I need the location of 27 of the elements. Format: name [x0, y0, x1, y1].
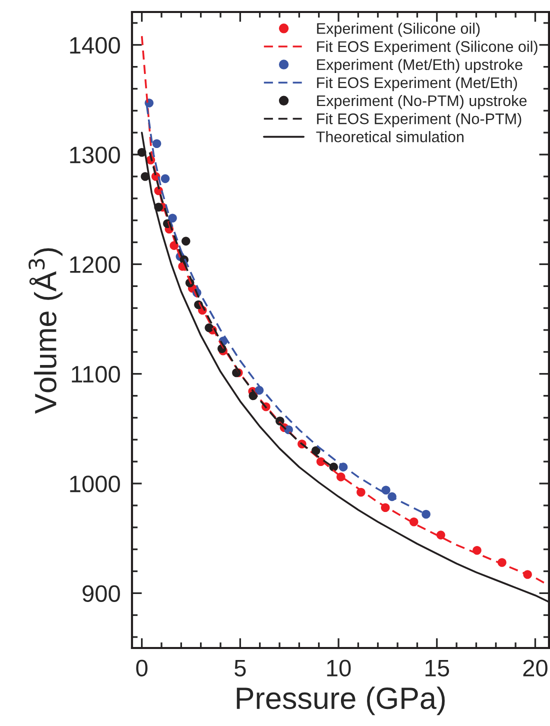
x-tick-label: 10	[327, 660, 351, 676]
legend-label: Experiment (Met/Eth) upstroke	[317, 58, 522, 74]
y-axis-title: Volume (Å$^{3}$)	[28, 248, 62, 414]
y-tick-label: 1200	[70, 256, 120, 273]
legend-label: Fit EOS Experiment (Met/Eth)	[317, 76, 517, 92]
y-tick-label: 1400	[70, 36, 120, 54]
legend-label: Fit EOS Experiment (Silicone oil)	[317, 40, 538, 55]
point	[160, 174, 170, 184]
point	[182, 236, 190, 246]
y-tick-label: 1000	[70, 476, 120, 492]
legend-label: Experiment (No-PTM) upstroke	[317, 94, 527, 110]
y-tick-label: 1100	[72, 366, 120, 383]
point	[152, 139, 162, 148]
point	[436, 530, 446, 540]
point	[382, 486, 390, 494]
legend-label: Theoretical simulation	[316, 131, 464, 142]
x-axis-title: Pressure (GPa)	[236, 686, 445, 716]
point	[422, 510, 430, 519]
y-tick-label: 1300	[70, 146, 120, 164]
x-tick-label: 5	[234, 660, 246, 676]
y-tick-label: 900	[82, 585, 120, 602]
x-tick-label: 15	[426, 660, 450, 676]
legend-label: Fit EOS Experiment (No-PTM)	[317, 113, 522, 128]
legend-label: Experiment (Silicone oil)	[317, 22, 480, 37]
point	[204, 323, 214, 332]
x-tick-label: 0	[136, 660, 148, 676]
x-tick-label: 20	[523, 660, 548, 676]
